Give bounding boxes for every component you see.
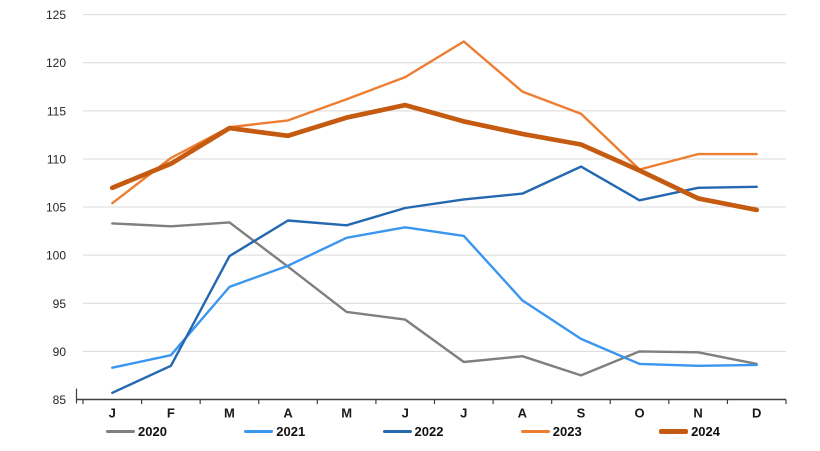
legend-line-swatch-2024 <box>659 428 689 434</box>
x-axis-month-label: J <box>460 406 467 421</box>
x-axis-month-label: F <box>167 406 175 421</box>
chart-legend: 2020 2021 2022 2023 2024 <box>106 422 720 440</box>
legend-label-2022: 2022 <box>414 423 444 439</box>
legend-line-swatch-2022 <box>382 429 412 433</box>
x-axis-month-label: S <box>577 406 586 421</box>
series-line-2022 <box>111 165 758 394</box>
legend-item-2023: 2023 <box>520 423 582 439</box>
x-axis-month-label: A <box>283 406 293 421</box>
x-axis-month-label: D <box>752 406 761 421</box>
x-axis-month-label: J <box>402 406 409 421</box>
legend-label-2021: 2021 <box>276 423 306 439</box>
series-line-2020 <box>111 221 758 377</box>
y-axis-tick-label: 95 <box>53 297 67 311</box>
y-axis-tick-label: 120 <box>46 56 66 70</box>
y-axis-tick-label: 100 <box>46 249 66 263</box>
series-line-2021 <box>111 226 758 369</box>
x-axis-month-label: A <box>518 406 528 421</box>
legend-label-2024: 2024 <box>691 423 720 439</box>
legend-item-2020: 2020 <box>106 425 167 438</box>
y-axis-tick-label: 115 <box>47 104 66 118</box>
legend-label-2023: 2023 <box>552 423 582 439</box>
legend-line-swatch-2023 <box>520 429 550 433</box>
legend-label-2020: 2020 <box>138 423 167 439</box>
x-axis-month-label: N <box>693 406 702 421</box>
legend-item-2021: 2021 <box>244 425 305 438</box>
x-axis-month-label: O <box>634 406 644 421</box>
legend-item-2022: 2022 <box>382 423 444 439</box>
series-line-2024 <box>109 102 760 213</box>
x-axis-month-label: J <box>109 406 116 421</box>
legend-line-swatch-2020 <box>106 429 135 433</box>
y-axis-tick-label: 110 <box>47 152 66 166</box>
x-axis-month-label: M <box>341 406 352 421</box>
y-axis-tick-label: 90 <box>53 345 67 359</box>
y-axis-tick-label: 105 <box>46 201 66 215</box>
y-axis-tick-label: 85 <box>53 393 67 407</box>
legend-line-swatch-2021 <box>244 429 274 433</box>
x-axis-month-label: M <box>224 406 235 421</box>
legend-item-2024: 2024 <box>659 425 720 438</box>
y-axis-tick-label: 125 <box>46 8 66 22</box>
